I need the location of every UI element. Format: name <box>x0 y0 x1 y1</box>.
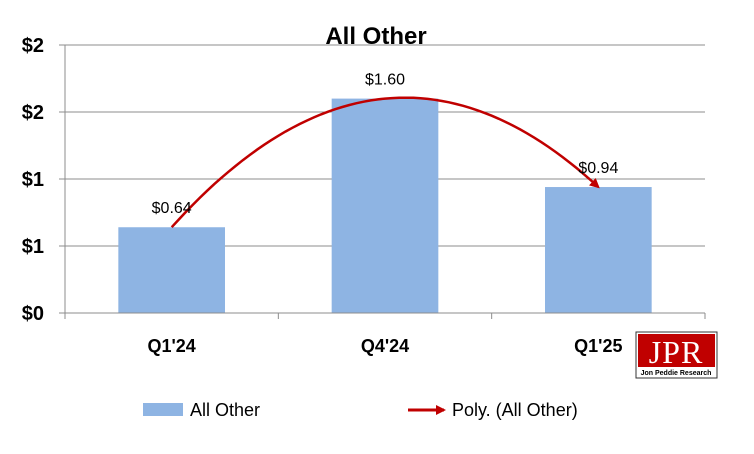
chart-title: All Other <box>325 23 426 50</box>
y-tick-label: $1 <box>22 236 44 258</box>
bars <box>118 98 652 313</box>
bar <box>118 227 225 313</box>
legend-label-trendline: Poly. (All Other) <box>452 400 578 420</box>
x-axis: Q1'24 Q4'24 Q1'25 <box>64 313 706 356</box>
trendline-curve <box>170 96 600 229</box>
jpr-logo: JPR Jon Peddie Research <box>635 331 718 379</box>
data-label: $0.94 <box>578 160 618 177</box>
data-labels: $0.64 $1.60 $0.94 <box>152 72 619 218</box>
bar <box>545 187 652 313</box>
bar <box>331 98 439 313</box>
x-tick-label: Q1'24 <box>148 336 196 356</box>
y-axis: $0 $1 $1 $2 $2 <box>22 35 705 325</box>
y-tick-label: $0 <box>22 303 44 325</box>
data-label: $1.60 <box>365 72 405 89</box>
legend: All Other Poly. (All Other) <box>143 400 578 420</box>
logo-mark: JPR <box>649 334 704 370</box>
legend-label-all-other: All Other <box>190 400 260 420</box>
y-tick-label: $2 <box>22 35 44 57</box>
logo-subtitle: Jon Peddie Research <box>641 370 712 377</box>
data-label: $0.64 <box>152 200 192 217</box>
y-tick-label: $2 <box>22 102 44 124</box>
x-tick-label: Q4'24 <box>361 336 409 356</box>
legend-swatch-all-other <box>143 403 183 416</box>
y-tick-label: $1 <box>22 169 44 191</box>
trendline <box>170 96 600 229</box>
x-tick-label: Q1'25 <box>574 336 622 356</box>
